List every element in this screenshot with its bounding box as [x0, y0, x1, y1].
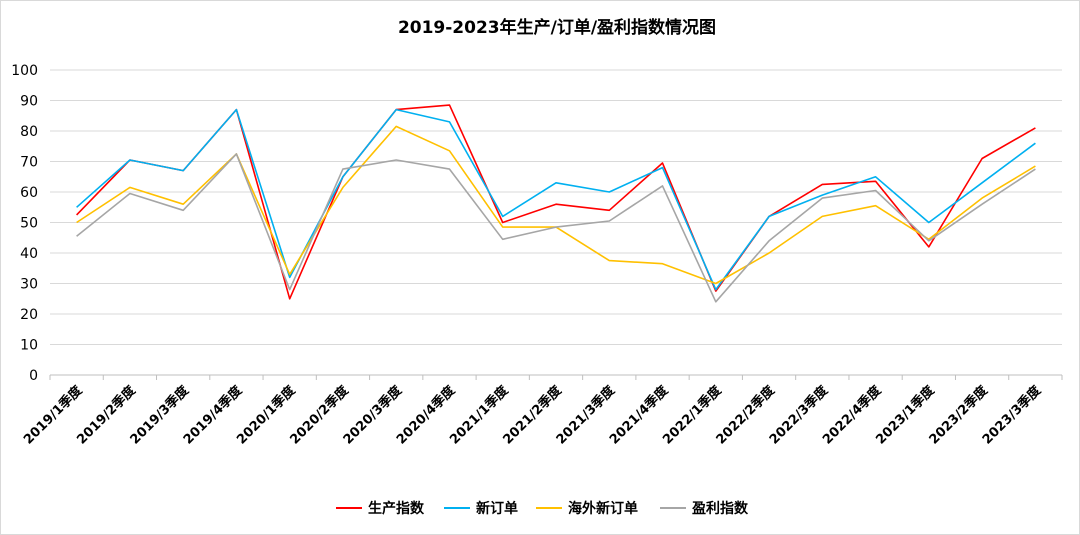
legend-label: 生产指数 — [368, 500, 425, 517]
y-tick-label: 80 — [20, 124, 38, 140]
y-tick-label: 70 — [20, 155, 38, 171]
y-tick-label: 50 — [20, 216, 38, 232]
series-line-2 — [76, 108, 1036, 291]
y-tick-label: 100 — [11, 63, 38, 79]
y-tick-label: 20 — [20, 307, 38, 323]
series-line-1 — [76, 104, 1036, 300]
y-tick-label: 60 — [20, 185, 38, 201]
y-tick-label: 40 — [20, 246, 38, 262]
series-line-4 — [76, 153, 1036, 303]
series-lines — [76, 104, 1036, 303]
legend-label: 盈利指数 — [691, 500, 749, 517]
chart-title: 2019-2023年生产/订单/盈利指数情况图 — [398, 17, 716, 38]
y-axis-ticks: 0 10 20 30 40 50 60 70 80 90 100 — [11, 63, 38, 384]
y-tick-label: 30 — [20, 277, 38, 293]
y-tick-label: 10 — [20, 338, 38, 354]
y-tick-label: 0 — [29, 368, 38, 384]
y-tick-label: 90 — [20, 94, 38, 110]
legend-label: 新订单 — [476, 500, 518, 517]
x-axis — [49, 374, 1063, 380]
legend: 生产指数 新订单 海外新订单 盈利指数 — [336, 500, 749, 517]
legend-label: 海外新订单 — [568, 500, 638, 517]
x-tick-label: 2023/3季度 — [979, 382, 1045, 448]
x-axis-ticks: 2019/1季度2019/2季度2019/3季度2019/4季度2020/1季度… — [20, 382, 1044, 448]
